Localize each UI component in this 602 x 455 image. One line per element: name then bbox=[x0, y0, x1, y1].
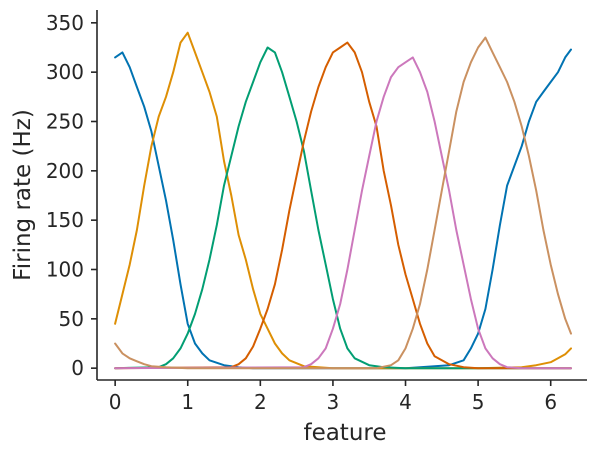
x-axis-label: feature bbox=[303, 420, 386, 446]
y-tick-label: 350 bbox=[46, 11, 84, 35]
y-tick-label: 200 bbox=[46, 159, 84, 183]
y-ticks: 0 50 100 150 200 250 300 350 bbox=[46, 11, 97, 380]
series-line-2 bbox=[114, 31, 572, 370]
y-tick-label: 250 bbox=[46, 109, 84, 133]
series-line-1 bbox=[114, 48, 572, 370]
x-tick-label: 6 bbox=[544, 390, 557, 414]
series-line-4 bbox=[114, 41, 572, 370]
x-tick-label: 5 bbox=[472, 390, 485, 414]
x-ticks: 0 1 2 3 4 5 6 bbox=[109, 380, 557, 414]
x-tick-label: 1 bbox=[181, 390, 194, 414]
series-line-5 bbox=[114, 56, 572, 370]
x-tick-label: 0 bbox=[109, 390, 122, 414]
x-tick-label: 2 bbox=[254, 390, 267, 414]
x-tick-label: 3 bbox=[327, 390, 340, 414]
y-tick-label: 150 bbox=[46, 208, 84, 232]
y-tick-label: 300 bbox=[46, 60, 84, 84]
y-axis-label: Firing rate (Hz) bbox=[10, 109, 36, 281]
series-layer bbox=[114, 31, 572, 370]
y-tick-label: 50 bbox=[59, 307, 84, 331]
y-tick-label: 100 bbox=[46, 257, 84, 281]
y-tick-label: 0 bbox=[71, 356, 84, 380]
x-tick-label: 4 bbox=[399, 390, 412, 414]
series-line-3 bbox=[114, 46, 572, 370]
series-line-6 bbox=[114, 36, 572, 370]
